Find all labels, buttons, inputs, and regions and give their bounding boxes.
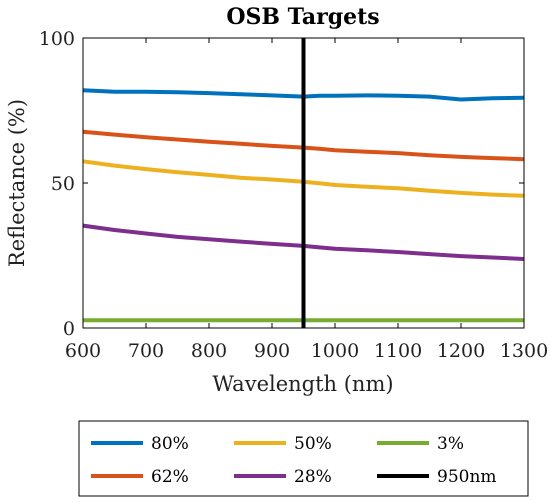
chart-title: OSB Targets: [226, 4, 379, 30]
y-axis-label: Reflectance (%): [5, 99, 29, 267]
y-tick-label: 100: [39, 28, 75, 50]
y-axis-ticks: 0 50 100: [39, 28, 524, 340]
plot-lines: [82, 38, 525, 328]
x-tick-label: 1000: [311, 340, 359, 362]
series-line-2: [82, 159, 525, 198]
x-tick-label: 1200: [437, 340, 485, 362]
x-axis-label: Wavelength (nm): [212, 372, 393, 396]
x-tick-label: 1100: [374, 340, 422, 362]
y-tick-label: 50: [51, 173, 75, 195]
series-line-3: [82, 223, 525, 261]
legend: 80% 50% 3% 62% 28% 950nm: [91, 434, 497, 487]
x-tick-label: 900: [254, 340, 290, 362]
legend-box: [78, 420, 529, 497]
series-line-0: [82, 88, 525, 102]
x-tick-label: 600: [65, 340, 101, 362]
x-tick-label: 1300: [500, 340, 548, 362]
x-axis-ticks: 600 700 800 900 1000 1100 1200 1300: [65, 38, 548, 362]
series-line-1: [82, 129, 525, 162]
legend-label: 62%: [151, 467, 189, 487]
legend-label: 80%: [151, 434, 189, 454]
x-tick-label: 800: [191, 340, 227, 362]
y-tick-label: 0: [63, 318, 75, 340]
legend-label: 950nm: [437, 467, 497, 487]
legend-label: 50%: [294, 434, 332, 454]
legend-label: 28%: [294, 467, 332, 487]
x-tick-label: 700: [128, 340, 164, 362]
legend-label: 3%: [437, 434, 464, 454]
